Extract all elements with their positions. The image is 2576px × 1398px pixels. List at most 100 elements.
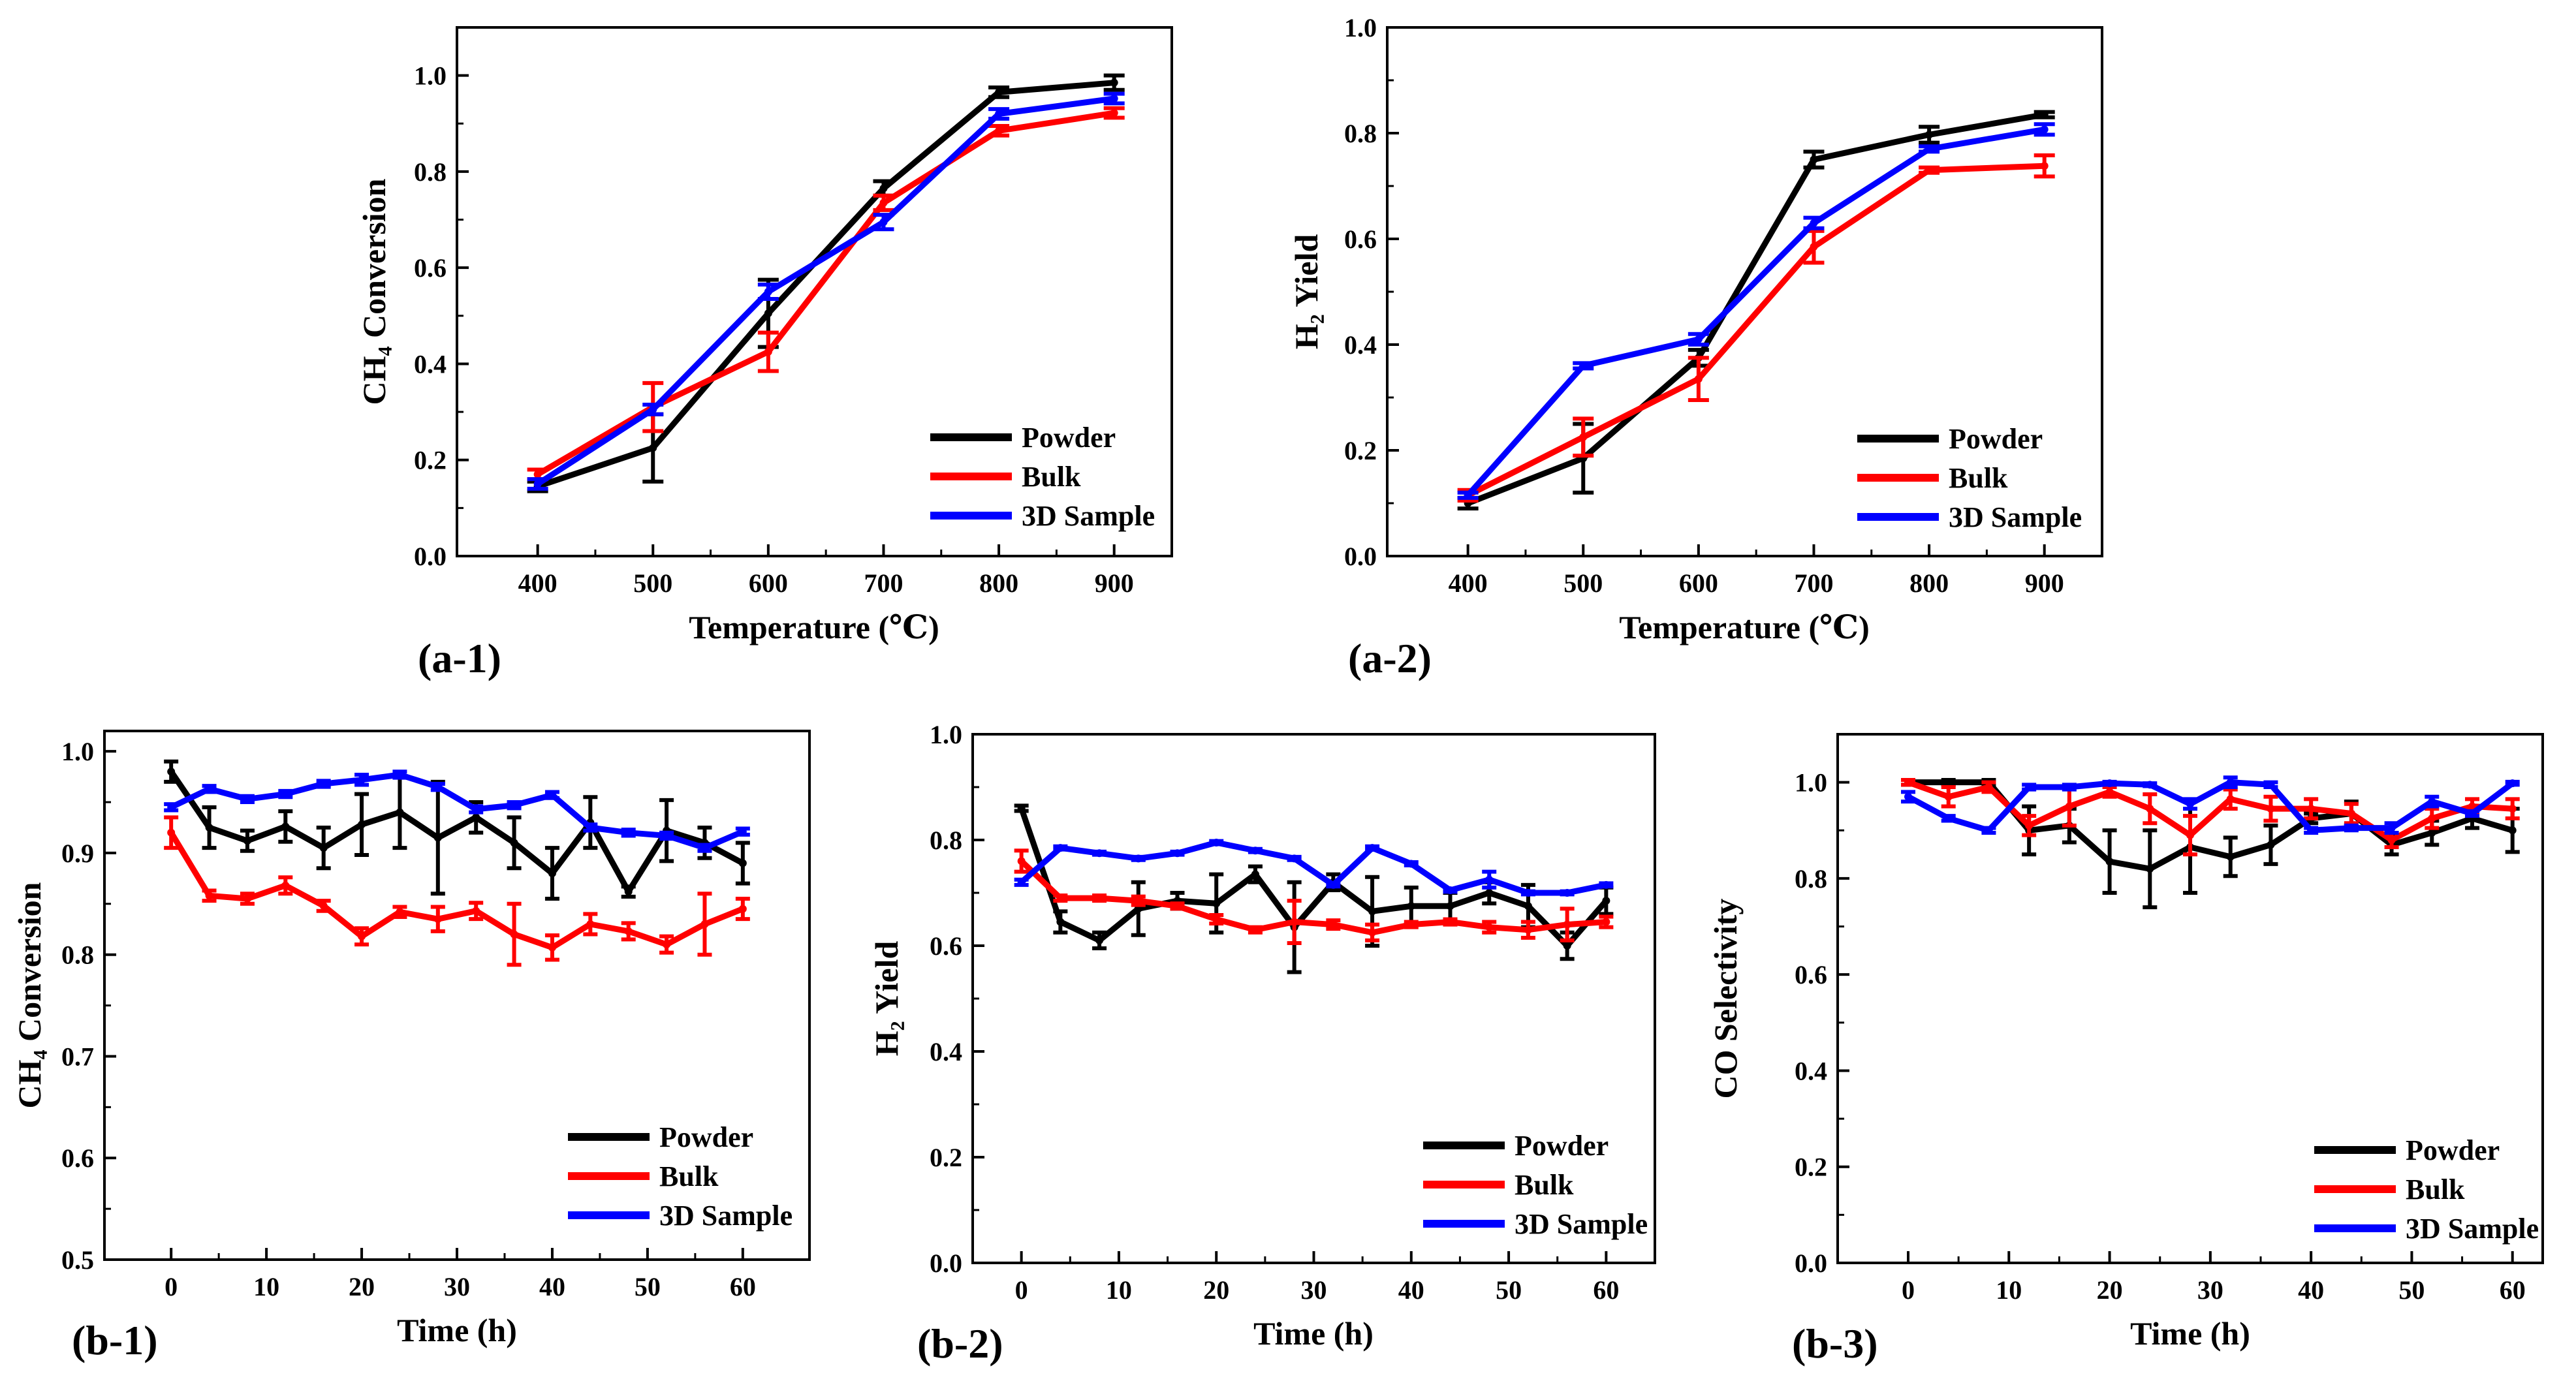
data-point-3d-sample — [2226, 778, 2235, 786]
data-point-3d-sample — [2347, 824, 2355, 832]
data-point-3d-sample — [2428, 798, 2436, 806]
data-point-bulk — [2428, 814, 2436, 822]
series-line-bulk — [1019, 859, 1607, 936]
data-point-3d-sample — [510, 801, 518, 809]
data-point-3d-sample — [2025, 783, 2034, 791]
series-line-bulk — [168, 831, 744, 951]
y-tick-label: 1.0 — [414, 61, 447, 91]
data-point-powder — [1944, 778, 1953, 786]
legend-label-3d-sample: 3D Sample — [1515, 1208, 1648, 1240]
x-tick-label: 30 — [1301, 1275, 1327, 1305]
x-tick-label: 60 — [1593, 1275, 1619, 1305]
legend-label-powder: Powder — [1022, 422, 1116, 454]
panel-label: (b-1) — [72, 1317, 158, 1363]
data-point-3d-sample — [1563, 889, 1571, 897]
data-point-bulk — [2508, 805, 2517, 813]
series-line-3d-sample — [536, 95, 1115, 487]
data-point-3d-sample — [433, 783, 442, 791]
data-point-bulk — [1095, 894, 1104, 903]
data-point-powder — [1563, 942, 1571, 950]
y-tick-label: 0.0 — [1344, 542, 1377, 571]
x-tick-label: 10 — [1106, 1275, 1132, 1305]
data-point-3d-sample — [1251, 847, 1259, 855]
data-point-3d-sample — [1524, 889, 1532, 897]
data-point-3d-sample — [2146, 781, 2154, 789]
data-point-3d-sample — [1810, 219, 1818, 227]
data-point-3d-sample — [995, 110, 1003, 118]
y-tick-label: 0.6 — [414, 253, 447, 283]
y-tick-label: 0.8 — [930, 826, 962, 855]
data-point-bulk — [1985, 783, 1993, 791]
data-point-3d-sample — [205, 784, 213, 793]
data-point-powder — [2105, 858, 2114, 866]
legend: Powder Bulk 3D Sample — [930, 422, 1155, 532]
legend-label-3d-sample: 3D Sample — [1022, 500, 1155, 532]
x-tick-label: 0 — [1902, 1275, 1915, 1305]
x-axis-label: Time (h) — [1253, 1315, 1374, 1352]
data-point-3d-sample — [396, 770, 404, 779]
data-point-bulk — [433, 915, 442, 924]
x-tick-label: 20 — [2097, 1275, 2123, 1305]
data-point-powder — [738, 859, 747, 867]
y-tick-label: 0.0 — [414, 542, 447, 571]
data-point-3d-sample — [738, 828, 747, 836]
data-point-bulk — [2040, 162, 2049, 170]
data-point-bulk — [1524, 925, 1532, 934]
data-point-3d-sample — [2065, 783, 2073, 791]
y-tick-label: 0.4 — [930, 1037, 962, 1066]
data-point-bulk — [510, 930, 518, 939]
chart-b1: 0 10 20 30 40 50 60 0.5 0.6 0.7 0.8 0.9 1.0 Time (h)… — [11, 730, 811, 1363]
x-tick-label: 30 — [2197, 1275, 2223, 1305]
data-point-powder — [2226, 852, 2235, 861]
data-point-bulk — [879, 198, 888, 207]
data-point-bulk — [586, 920, 595, 928]
data-point-powder — [433, 833, 442, 842]
y-tick-label: 1.0 — [1344, 13, 1377, 42]
data-point-bulk — [1925, 166, 1934, 174]
data-point-3d-sample — [624, 828, 633, 837]
series-line-powder — [1466, 112, 2045, 506]
data-point-3d-sample — [1985, 826, 1993, 835]
panel-label: (a-1) — [418, 635, 501, 681]
data-point-bulk — [764, 348, 772, 356]
data-point-powder — [548, 869, 556, 878]
data-point-bulk — [205, 892, 213, 900]
y-tick-label: 0.6 — [1795, 960, 1827, 989]
data-point-bulk — [1579, 433, 1588, 441]
data-point-bulk — [2065, 802, 2073, 811]
data-point-bulk — [1173, 902, 1182, 910]
x-tick-label: 900 — [2025, 568, 2064, 598]
data-point-bulk — [2186, 831, 2194, 839]
x-tick-label: 0 — [1015, 1275, 1028, 1305]
data-point-bulk — [2387, 836, 2396, 844]
data-point-bulk — [700, 920, 709, 928]
y-tick-label: 0.6 — [61, 1143, 94, 1173]
data-point-3d-sample — [1212, 839, 1221, 847]
data-point-bulk — [1485, 923, 1494, 931]
data-point-powder — [764, 309, 772, 318]
data-point-powder — [2508, 826, 2517, 835]
data-point-3d-sample — [358, 775, 366, 784]
x-tick-label: 500 — [633, 568, 672, 598]
data-point-3d-sample — [1485, 875, 1494, 884]
x-tick-label: 20 — [349, 1272, 375, 1301]
legend-label-bulk: Bulk — [1515, 1169, 1574, 1201]
data-point-bulk — [663, 940, 671, 949]
data-point-powder — [281, 822, 290, 831]
data-point-powder — [879, 184, 888, 193]
data-point-bulk — [1602, 918, 1610, 926]
data-point-bulk — [1446, 918, 1454, 926]
data-point-powder — [1407, 902, 1415, 910]
data-point-bulk — [1407, 920, 1415, 929]
data-point-bulk — [1368, 928, 1377, 937]
data-point-3d-sample — [548, 791, 556, 800]
data-point-3d-sample — [1017, 878, 1026, 886]
data-point-3d-sample — [2040, 125, 2049, 134]
data-point-powder — [2267, 841, 2275, 849]
data-point-bulk — [2347, 809, 2355, 818]
data-point-powder — [1095, 936, 1104, 944]
x-tick-label: 20 — [1203, 1275, 1229, 1305]
legend-label-3d-sample: 3D Sample — [2406, 1213, 2539, 1245]
x-tick-label: 40 — [539, 1272, 565, 1301]
data-point-bulk — [319, 901, 328, 910]
